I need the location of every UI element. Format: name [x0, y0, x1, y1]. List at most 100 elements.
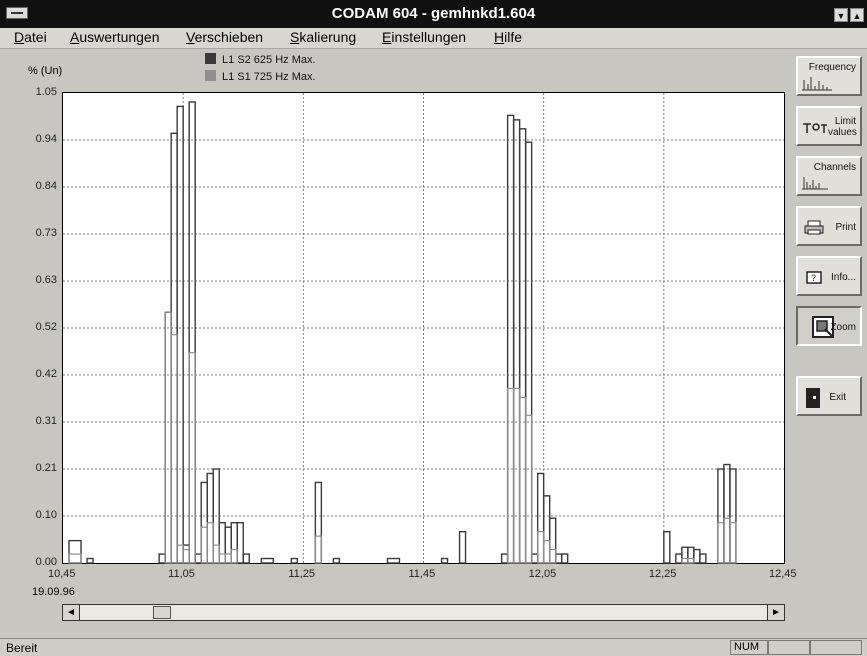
bar-s1: [224, 526, 232, 564]
bar-s1: [518, 128, 527, 564]
legend-label: L1 S2 625 Hz Max.: [222, 54, 316, 66]
y-axis-unit: % (Un): [28, 65, 63, 77]
bar-s1: [536, 472, 545, 564]
x-tick-label: 11,25: [288, 568, 316, 580]
scroll-left-arrow[interactable]: ◄: [63, 605, 80, 620]
menu-accel: E: [382, 29, 392, 45]
status-pane: [810, 640, 862, 655]
bar-s1: [386, 557, 401, 564]
menu-label: instellungen: [391, 29, 467, 45]
bar-s2: [507, 387, 515, 564]
menu-bar: Datei Auswertungen Verschieben Skalierun…: [0, 28, 867, 49]
horizontal-scrollbar[interactable]: ◄ ►: [62, 604, 785, 621]
printer-icon: [804, 220, 824, 235]
bar-s1: [230, 522, 238, 564]
bar-s1: [176, 105, 184, 564]
title-bar: CODAM 604 - gemhnkd1.604 ▼ ▲: [0, 0, 867, 28]
bar-s2: [164, 311, 172, 564]
bar-s1: [158, 553, 166, 564]
menu-verschieben[interactable]: Verschieben: [186, 29, 263, 45]
bar-s2: [182, 548, 190, 564]
bar-s2: [543, 540, 551, 564]
bar-s2: [525, 414, 533, 564]
legend-entry: L1 S2 625 Hz Max.: [205, 53, 316, 66]
minimize-button[interactable]: ▼: [834, 8, 848, 22]
bar-s1: [68, 539, 82, 564]
limit-values-button[interactable]: Limit values: [796, 106, 862, 146]
menu-label: uswertungen: [79, 29, 160, 45]
x-tick-label: 12,05: [528, 568, 557, 580]
exit-button[interactable]: Exit: [796, 376, 862, 416]
bar-s2: [224, 553, 232, 564]
bar-s1: [681, 546, 689, 564]
zoom-button[interactable]: Zoom: [796, 306, 862, 346]
menu-label: kalierung: [299, 29, 357, 45]
menu-accel: V: [186, 29, 195, 45]
channels-icon: [802, 177, 828, 190]
frequency-icon: [802, 77, 832, 91]
channels-button[interactable]: Channels: [796, 156, 862, 196]
bar-s2: [200, 526, 208, 564]
bar-s1: [200, 481, 208, 564]
print-label: Print: [835, 222, 856, 233]
bar-s2: [537, 531, 545, 564]
menu-accel: D: [14, 29, 25, 45]
menu-accel: H: [494, 29, 505, 45]
bar-s1: [290, 557, 299, 564]
exit-door-icon: [806, 388, 820, 408]
menu-accel: A: [70, 29, 80, 45]
info-button[interactable]: ? Info...: [796, 256, 862, 296]
legend-label: L1 S1 725 Hz Max.: [222, 71, 316, 83]
menu-datei[interactable]: Datei: [14, 29, 47, 45]
frequency-button[interactable]: Frequency: [796, 56, 862, 96]
print-button[interactable]: Print: [796, 206, 862, 246]
menu-hilfe[interactable]: Hilfe: [494, 29, 522, 45]
status-bar: Bereit NUM: [0, 638, 867, 656]
bar-s1: [512, 119, 521, 564]
bar-s1: [188, 101, 196, 564]
y-tick-label: 0.52: [35, 321, 57, 333]
frequency-label: Frequency: [808, 62, 856, 73]
bar-s1: [723, 463, 731, 564]
bar-s1: [530, 553, 539, 564]
bar-s1: [699, 553, 707, 564]
menu-auswertungen[interactable]: Auswertungen: [70, 29, 160, 45]
y-tick-label: 0.73: [35, 227, 57, 239]
y-tick-label: 0.31: [35, 415, 57, 427]
bar-s2: [717, 522, 725, 564]
exit-label: Exit: [829, 392, 846, 403]
bar-s2: [188, 352, 196, 564]
bar-s1: [170, 132, 178, 564]
scroll-thumb[interactable]: [152, 606, 171, 619]
svg-text:?: ?: [811, 273, 816, 283]
bar-s1: [687, 546, 695, 564]
window-title: CODAM 604 - gemhnkd1.604: [331, 5, 536, 22]
menu-label: erschieben: [194, 29, 264, 45]
bar-s2: [513, 387, 521, 564]
info-icon: ?: [806, 271, 822, 284]
menu-einstellungen[interactable]: Einstellungen: [382, 29, 466, 45]
legend-swatch: [205, 53, 216, 64]
bar-s1: [182, 544, 190, 564]
bar-s1: [506, 114, 515, 564]
menu-skalierung[interactable]: Skalierung: [290, 29, 356, 45]
y-tick-label: 0.42: [35, 368, 57, 380]
bar-s2: [176, 544, 184, 564]
limit-values-icon: [803, 123, 827, 133]
bar-s2: [170, 334, 178, 564]
bar-s1: [500, 553, 509, 564]
status-text: Bereit: [6, 641, 38, 655]
x-tick-label: 10,45: [48, 568, 76, 580]
y-tick-label: 0.00: [35, 556, 57, 568]
bar-s1: [440, 557, 449, 564]
maximize-button[interactable]: ▲: [850, 8, 864, 22]
bar-s1: [693, 548, 701, 564]
y-tick-label: 1.05: [35, 86, 57, 98]
limit-values-label: Limit values: [828, 116, 857, 138]
system-menu-button[interactable]: [6, 7, 28, 19]
status-pane: [768, 640, 810, 655]
bar-s1: [663, 530, 671, 564]
scroll-right-arrow[interactable]: ►: [767, 605, 784, 620]
bar-s1: [164, 311, 172, 564]
bar-s2: [230, 548, 238, 564]
